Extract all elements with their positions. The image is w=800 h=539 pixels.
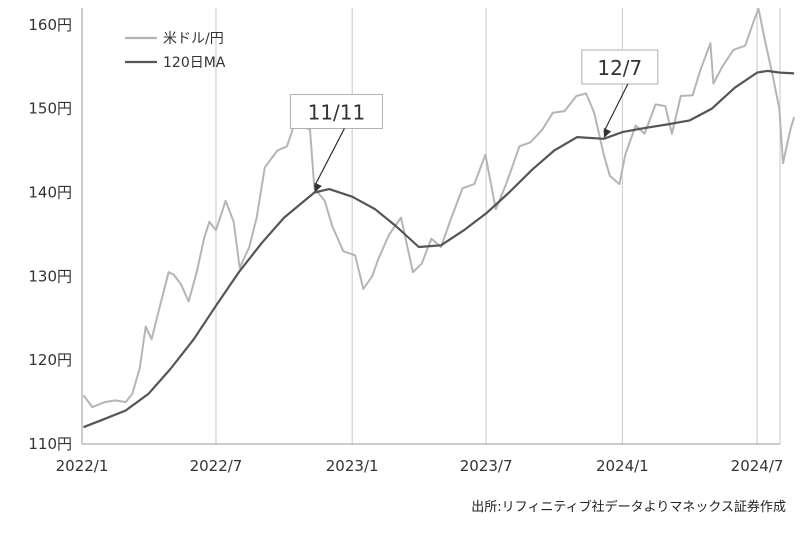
axes: [81, 8, 780, 445]
annotation-arrow-line: [313, 128, 345, 187]
y-tick-label: 130円: [28, 267, 72, 285]
series-line-usdjpy: [82, 7, 796, 409]
series-line-120dma: [83, 69, 795, 429]
vertical-gridlines: [81, 8, 781, 444]
annotation-label: 11/11: [308, 100, 366, 124]
legend-label: 米ドル/円: [163, 31, 224, 47]
annotations: 11/11 12/7: [289, 49, 659, 193]
x-tick-label: 2023/7: [460, 457, 513, 475]
annotation-arrow-head: [603, 128, 612, 138]
x-axis-tick-labels: 2022/1 2022/7 2023/1 2023/7 2024/1 2024/7: [56, 457, 784, 475]
y-tick-label: 120円: [28, 351, 72, 369]
annotation-box: [289, 93, 383, 129]
x-tick-label: 2022/7: [190, 457, 243, 475]
annotation-box: [581, 49, 659, 85]
x-tick-label: 2023/1: [326, 457, 379, 475]
y-tick-label: 140円: [28, 183, 72, 201]
y-tick-label: 160円: [28, 16, 72, 34]
annotation-arrow-line: [603, 83, 629, 133]
annotation-label: 12/7: [597, 56, 642, 80]
y-tick-label: 110円: [28, 435, 72, 453]
x-tick-label: 2022/1: [56, 457, 109, 475]
source-note: 出所:リフィニティブ社データよりマネックス証券作成: [471, 500, 786, 515]
legend: 米ドル/円 120日MA: [125, 31, 226, 71]
series-lines: [82, 7, 796, 429]
legend-label: 120日MA: [163, 55, 226, 71]
y-axis-tick-labels: 110円 120円 130円 140円 150円 160円: [28, 16, 72, 453]
annotation-arrow-head: [314, 182, 322, 193]
x-tick-label: 2024/7: [731, 457, 784, 475]
y-tick-label: 150円: [28, 100, 72, 118]
x-tick-label: 2024/1: [596, 457, 649, 475]
